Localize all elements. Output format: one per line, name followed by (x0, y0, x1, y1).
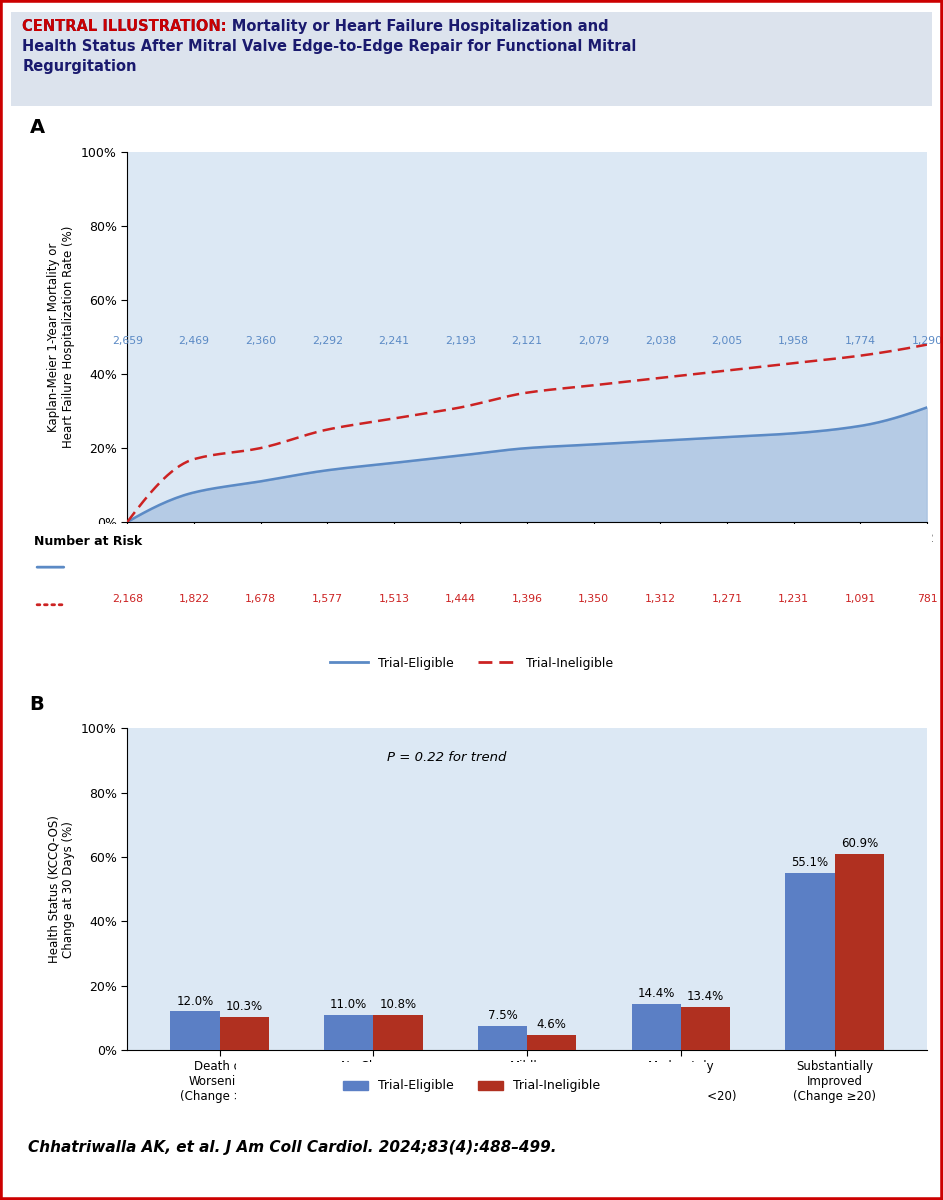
Text: 1,513: 1,513 (378, 594, 409, 604)
Bar (220, 1016, 269, 1050)
Text: 1,396: 1,396 (512, 594, 542, 604)
Text: A: A (30, 118, 45, 137)
Text: 781: 781 (917, 594, 937, 604)
Text: 60.9%: 60.9% (840, 838, 878, 851)
Text: 1,290: 1,290 (911, 336, 943, 346)
Bar (786, 872, 835, 1050)
Bar (835, 854, 884, 1050)
Text: B: B (30, 695, 44, 714)
Text: 2,079: 2,079 (578, 336, 609, 346)
Text: 1,678: 1,678 (245, 594, 276, 604)
Bar (171, 1012, 220, 1050)
Text: 2,121: 2,121 (512, 336, 542, 346)
Legend: Trial-Eligible, Trial-Ineligible: Trial-Eligible, Trial-Ineligible (325, 652, 618, 674)
Text: 7.5%: 7.5% (488, 1009, 518, 1022)
Text: 2,038: 2,038 (645, 336, 676, 346)
Bar (373, 1015, 422, 1050)
Text: 1,231: 1,231 (778, 594, 809, 604)
Text: 14.4%: 14.4% (637, 986, 675, 1000)
Bar (632, 1003, 681, 1050)
X-axis label: Months From Procedure: Months From Procedure (433, 553, 621, 568)
Text: 1,091: 1,091 (845, 594, 876, 604)
Text: 11.0%: 11.0% (330, 997, 368, 1010)
Bar (527, 1036, 576, 1050)
Text: 10.3%: 10.3% (225, 1000, 263, 1013)
Legend: Trial-Eligible, Trial-Ineligible: Trial-Eligible, Trial-Ineligible (338, 1074, 605, 1098)
Text: 1,271: 1,271 (712, 594, 742, 604)
Bar (478, 1026, 527, 1050)
Text: 2,193: 2,193 (445, 336, 476, 346)
Y-axis label: Health Status (KCCQ-OS)
Change at 30 Days (%): Health Status (KCCQ-OS) Change at 30 Day… (47, 815, 75, 964)
Bar (681, 1007, 730, 1050)
Text: 13.4%: 13.4% (687, 990, 724, 1003)
Text: 1,312: 1,312 (645, 594, 676, 604)
Text: 1,444: 1,444 (445, 594, 476, 604)
Text: 10.8%: 10.8% (379, 998, 417, 1012)
Text: 12.0%: 12.0% (176, 995, 214, 1008)
Text: 55.1%: 55.1% (791, 856, 829, 869)
Text: Chhatriwalla AK, et al. J Am Coll Cardiol. 2024;83(4):488–499.: Chhatriwalla AK, et al. J Am Coll Cardio… (28, 1140, 556, 1154)
Text: 1,958: 1,958 (778, 336, 809, 346)
Text: 2,168: 2,168 (112, 594, 142, 604)
Text: 2,469: 2,469 (178, 336, 209, 346)
Bar (324, 1015, 373, 1050)
Text: 2,292: 2,292 (312, 336, 342, 346)
Text: CENTRAL ILLUSTRATION:: CENTRAL ILLUSTRATION: (23, 19, 227, 35)
Text: 2,360: 2,360 (245, 336, 276, 346)
Text: P = 0.22 for trend: P = 0.22 for trend (388, 751, 506, 764)
Text: 2,241: 2,241 (378, 336, 409, 346)
Text: 1,822: 1,822 (178, 594, 209, 604)
Text: 1,774: 1,774 (845, 336, 876, 346)
Text: 2,005: 2,005 (711, 336, 743, 346)
Text: 2,659: 2,659 (112, 336, 142, 346)
Text: Number at Risk: Number at Risk (34, 535, 142, 547)
Y-axis label: Kaplan-Meier 1-Year Mortality or
Heart Failure Hospitalization Rate (%): Kaplan-Meier 1-Year Mortality or Heart F… (47, 226, 75, 449)
Text: 1,350: 1,350 (578, 594, 609, 604)
Text: CENTRAL ILLUSTRATION: Mortality or Heart Failure Hospitalization and
Health Stat: CENTRAL ILLUSTRATION: Mortality or Heart… (23, 19, 637, 74)
Text: 4.6%: 4.6% (537, 1019, 567, 1031)
Text: 1,577: 1,577 (312, 594, 342, 604)
